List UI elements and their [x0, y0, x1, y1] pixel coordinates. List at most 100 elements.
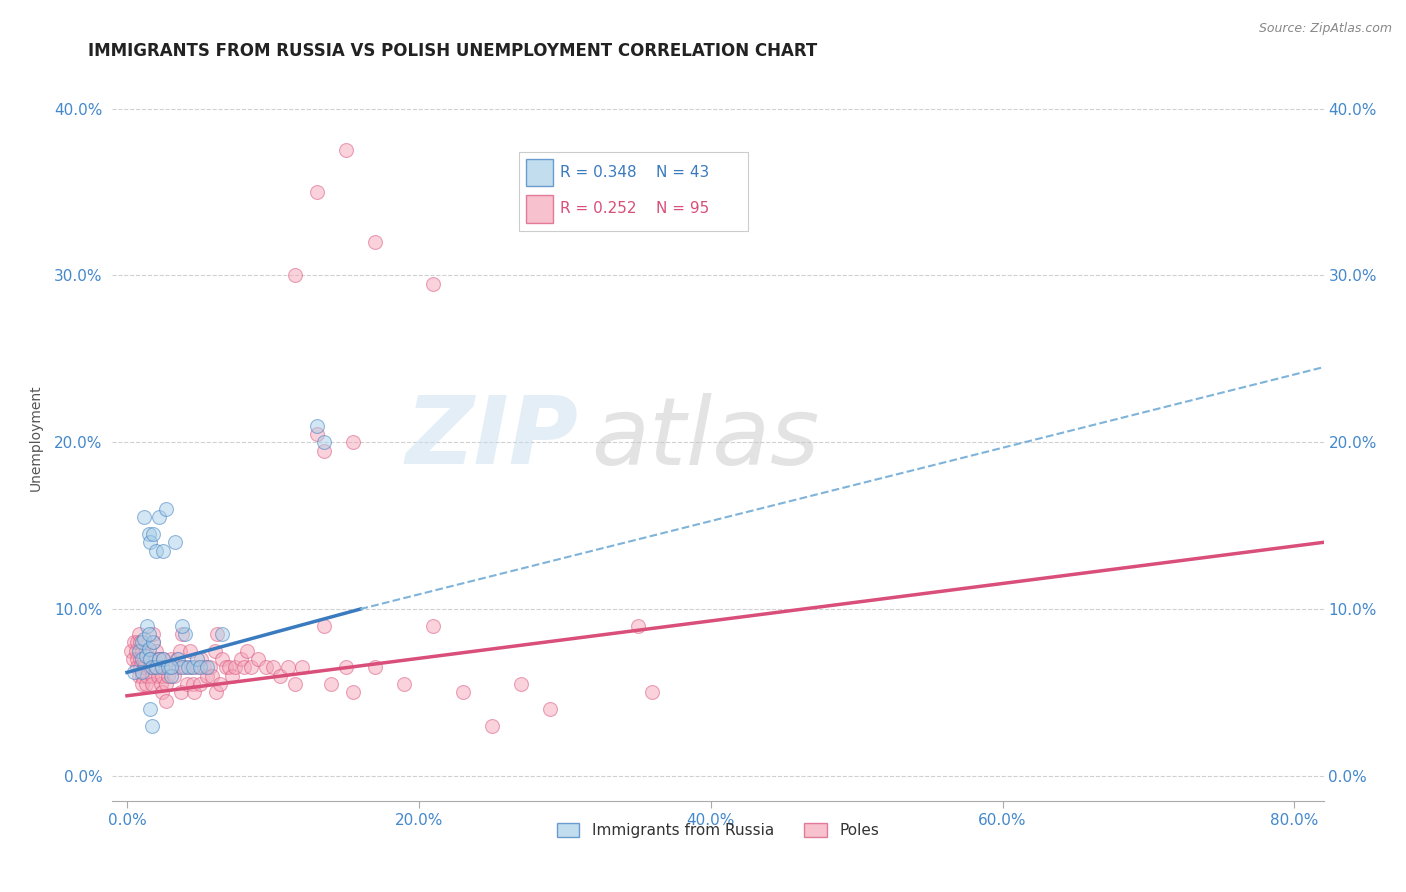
Point — [134, 652, 156, 666]
Point — [131, 665, 153, 680]
Point — [120, 644, 142, 658]
Point — [254, 660, 277, 674]
Point — [159, 652, 181, 666]
Point — [305, 418, 328, 433]
Legend: Immigrants from Russia, Poles: Immigrants from Russia, Poles — [550, 817, 886, 844]
FancyBboxPatch shape — [519, 152, 748, 231]
Point — [148, 510, 170, 524]
Point — [240, 660, 263, 674]
Point — [125, 644, 148, 658]
Point — [160, 660, 183, 674]
Bar — [526, 195, 554, 223]
Text: ZIP: ZIP — [406, 392, 579, 484]
Point — [335, 660, 357, 674]
Text: atlas: atlas — [591, 392, 820, 483]
Point — [124, 635, 146, 649]
Point — [155, 694, 177, 708]
Point — [156, 660, 179, 674]
Point — [166, 652, 188, 666]
Point — [127, 635, 149, 649]
Point — [152, 652, 174, 666]
Point — [142, 627, 165, 641]
Point — [215, 660, 238, 674]
Point — [128, 644, 150, 658]
Point — [174, 660, 197, 674]
Point — [422, 618, 444, 632]
Point — [235, 644, 257, 658]
Point — [305, 185, 328, 199]
Point — [148, 652, 170, 666]
Point — [207, 627, 229, 641]
Point — [291, 660, 314, 674]
Point — [364, 660, 387, 674]
Point — [142, 635, 165, 649]
Point — [152, 652, 174, 666]
Point — [186, 660, 208, 674]
Point — [141, 660, 163, 674]
Point — [145, 660, 167, 674]
Point — [247, 652, 270, 666]
Point — [128, 669, 150, 683]
Point — [145, 644, 167, 658]
Point — [135, 677, 157, 691]
Point — [172, 660, 194, 674]
Point — [186, 652, 208, 666]
Point — [269, 669, 291, 683]
Point — [136, 618, 159, 632]
Point — [138, 627, 160, 641]
Point — [129, 635, 152, 649]
Text: N = 95: N = 95 — [657, 202, 710, 217]
Point — [153, 660, 176, 674]
Point — [135, 648, 157, 663]
Point — [152, 543, 174, 558]
Point — [150, 669, 173, 683]
Point — [209, 677, 232, 691]
Point — [155, 502, 177, 516]
Point — [176, 677, 198, 691]
Point — [165, 535, 187, 549]
Point — [394, 677, 416, 691]
Point — [142, 527, 165, 541]
Point — [145, 543, 167, 558]
Point — [172, 618, 194, 632]
Point — [364, 235, 387, 249]
Point — [135, 644, 157, 658]
Point — [183, 685, 205, 699]
Point — [127, 652, 149, 666]
Point — [195, 669, 218, 683]
Point — [156, 669, 179, 683]
Point — [451, 685, 474, 699]
Point — [163, 669, 186, 683]
Point — [129, 660, 152, 674]
Point — [167, 652, 190, 666]
Point — [224, 660, 246, 674]
Point — [142, 635, 165, 649]
Point — [139, 652, 162, 666]
Point — [312, 618, 335, 632]
Point — [422, 277, 444, 291]
Point — [131, 652, 153, 666]
Point — [131, 644, 153, 658]
Text: Source: ZipAtlas.com: Source: ZipAtlas.com — [1258, 22, 1392, 36]
Point — [177, 660, 200, 674]
Point — [342, 435, 364, 450]
Point — [148, 652, 170, 666]
Point — [134, 510, 156, 524]
Point — [141, 677, 163, 691]
Point — [198, 660, 221, 674]
Point — [232, 660, 254, 674]
Point — [218, 660, 240, 674]
Point — [150, 660, 173, 674]
Point — [193, 660, 215, 674]
Point — [312, 443, 335, 458]
Point — [124, 665, 146, 680]
Point — [174, 627, 197, 641]
Point — [136, 669, 159, 683]
Point — [139, 660, 162, 674]
Y-axis label: Unemployment: Unemployment — [30, 384, 44, 491]
Point — [129, 652, 152, 666]
Point — [127, 660, 149, 674]
Point — [169, 644, 191, 658]
Point — [510, 677, 533, 691]
Point — [141, 669, 163, 683]
